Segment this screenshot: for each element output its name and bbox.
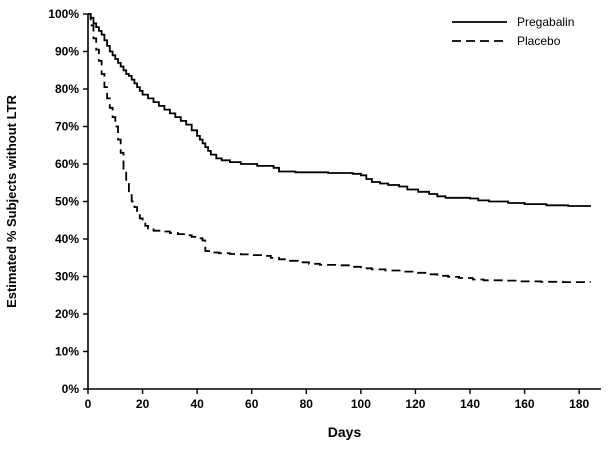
x-tick-label: 60 xyxy=(245,397,259,411)
x-tick-label: 180 xyxy=(569,397,589,411)
y-tick-label: 100% xyxy=(48,7,79,21)
axis-ticks xyxy=(83,13,580,394)
x-tick-label: 0 xyxy=(85,397,92,411)
x-tick-label: 120 xyxy=(405,397,425,411)
y-tick-label: 60% xyxy=(55,157,79,171)
y-tick-label: 20% xyxy=(55,307,79,321)
y-tick-label: 10% xyxy=(55,345,79,359)
x-axis-title: Days xyxy=(328,424,362,440)
curve-pregabalin xyxy=(88,13,591,207)
y-axis-title: Estimated % Subjects without LTR xyxy=(4,94,19,307)
x-tick-label: 140 xyxy=(460,397,480,411)
y-tick-label: 80% xyxy=(55,82,79,96)
survival-curves xyxy=(88,13,591,283)
x-tick-label: 40 xyxy=(190,397,204,411)
axes xyxy=(87,14,601,390)
y-tick-label: 40% xyxy=(55,232,79,246)
y-tick-label: 30% xyxy=(55,270,79,284)
y-tick-label: 50% xyxy=(55,195,79,209)
curve-placebo xyxy=(88,13,591,283)
legend-label-placebo: Placebo xyxy=(517,34,561,48)
x-tick-label: 160 xyxy=(515,397,535,411)
legend-label-pregabalin: Pregabalin xyxy=(517,15,574,29)
y-tick-label: 70% xyxy=(55,120,79,134)
axis-tick-labels: 0 20 40 60 80 100 120 140 160 180 0% 10% 20% 30% 40% 50… xyxy=(48,7,589,411)
x-tick-label: 100 xyxy=(351,397,371,411)
x-tick-label: 80 xyxy=(300,397,314,411)
y-tick-label: 90% xyxy=(55,45,79,59)
y-tick-label: 0% xyxy=(62,382,80,396)
legend: Pregabalin Placebo xyxy=(452,15,574,48)
x-tick-label: 20 xyxy=(136,397,150,411)
